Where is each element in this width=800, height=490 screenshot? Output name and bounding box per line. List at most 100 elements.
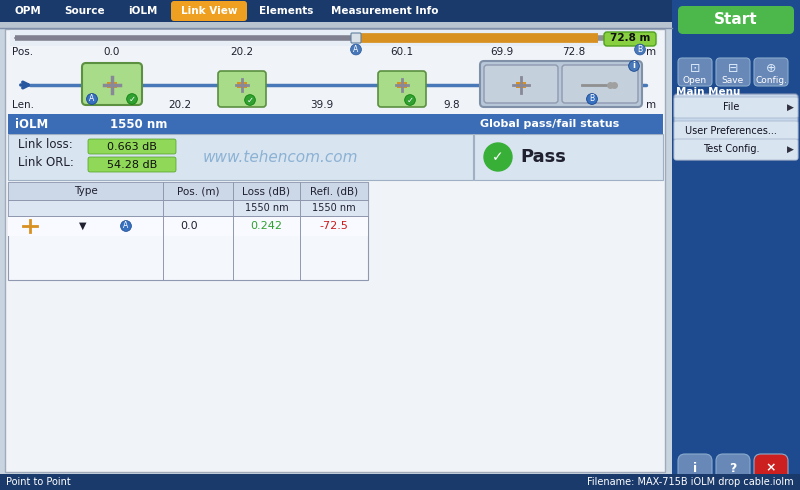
Text: Pass: Pass (520, 148, 566, 166)
FancyBboxPatch shape (678, 454, 712, 482)
FancyBboxPatch shape (484, 65, 558, 103)
Text: B: B (590, 95, 594, 103)
Bar (8, 182, 368, 280)
FancyBboxPatch shape (480, 61, 642, 107)
Text: Source: Source (65, 6, 106, 16)
Text: i: i (633, 62, 635, 71)
Bar (8, 114, 663, 134)
Text: m: m (646, 100, 656, 110)
Text: ?: ? (730, 462, 737, 474)
Text: A: A (90, 95, 94, 103)
FancyBboxPatch shape (674, 97, 798, 118)
Text: 0.0: 0.0 (180, 221, 198, 231)
FancyBboxPatch shape (674, 94, 798, 160)
Text: 72.8: 72.8 (562, 47, 586, 57)
FancyBboxPatch shape (88, 157, 176, 172)
FancyBboxPatch shape (604, 32, 656, 46)
Text: i: i (693, 462, 697, 474)
Text: Refl. (dB): Refl. (dB) (310, 186, 358, 196)
Text: Loss (dB): Loss (dB) (242, 186, 290, 196)
Text: Measurement Info: Measurement Info (331, 6, 438, 16)
Text: Pos. (m): Pos. (m) (177, 186, 219, 196)
Text: ✓: ✓ (406, 96, 414, 104)
Text: Test Config.: Test Config. (702, 145, 759, 154)
Text: iOLM: iOLM (15, 118, 48, 130)
Bar (0, 0, 672, 22)
Text: ✓: ✓ (129, 95, 135, 103)
Bar (0, 474, 800, 490)
FancyBboxPatch shape (82, 63, 142, 105)
Text: www.tehencom.com: www.tehencom.com (202, 150, 358, 166)
Text: 60.1: 60.1 (390, 47, 414, 57)
Circle shape (484, 143, 512, 171)
FancyBboxPatch shape (55, 1, 115, 21)
Text: ⊕: ⊕ (766, 63, 776, 75)
Text: Len.: Len. (12, 100, 34, 110)
FancyBboxPatch shape (562, 65, 638, 103)
FancyBboxPatch shape (674, 121, 798, 140)
FancyBboxPatch shape (88, 139, 176, 154)
Text: B: B (638, 45, 642, 54)
FancyBboxPatch shape (378, 71, 426, 107)
Bar (236, 81, 248, 89)
Bar (516, 82, 526, 88)
Text: ▶: ▶ (786, 103, 794, 112)
Bar (8, 200, 368, 216)
FancyBboxPatch shape (118, 1, 168, 21)
Text: Start: Start (714, 13, 758, 27)
Text: ⊡: ⊡ (690, 63, 700, 75)
Text: Open: Open (683, 76, 707, 85)
Bar (107, 82, 117, 88)
Text: 72.8 m: 72.8 m (610, 33, 650, 43)
Text: Save: Save (722, 76, 744, 85)
Text: Config.: Config. (755, 76, 787, 85)
Text: A: A (123, 221, 129, 230)
FancyBboxPatch shape (754, 58, 788, 86)
Text: OPM: OPM (14, 6, 42, 16)
Text: Link ORL:: Link ORL: (18, 156, 74, 170)
Text: ✓: ✓ (492, 150, 504, 164)
FancyBboxPatch shape (716, 454, 750, 482)
Text: 9.8: 9.8 (444, 100, 460, 110)
Bar (8, 182, 368, 200)
Text: m: m (646, 47, 656, 57)
Text: Filename: MAX-715B iOLM drop cable.iolm: Filename: MAX-715B iOLM drop cable.iolm (587, 477, 794, 487)
FancyBboxPatch shape (636, 33, 646, 43)
FancyBboxPatch shape (754, 454, 788, 482)
Bar (8, 216, 368, 236)
Bar (396, 81, 408, 89)
FancyBboxPatch shape (674, 139, 798, 160)
Bar (672, 0, 800, 490)
Text: 1550 nm: 1550 nm (245, 203, 288, 213)
Text: -72.5: -72.5 (319, 221, 349, 231)
Text: ×: × (766, 462, 776, 474)
Text: ▶: ▶ (786, 145, 794, 154)
FancyBboxPatch shape (678, 6, 794, 34)
Text: 39.9: 39.9 (310, 100, 334, 110)
FancyBboxPatch shape (351, 33, 361, 43)
FancyBboxPatch shape (171, 1, 247, 21)
Text: 69.9: 69.9 (490, 47, 514, 57)
FancyBboxPatch shape (4, 1, 52, 21)
Bar (237, 82, 247, 88)
Bar (5, 29, 665, 472)
Text: ✓: ✓ (246, 96, 254, 104)
Text: 0.0: 0.0 (104, 47, 120, 57)
Bar (8, 134, 473, 180)
Text: iOLM: iOLM (128, 6, 158, 16)
Bar (0, 22, 672, 28)
Text: Link loss:: Link loss: (18, 139, 73, 151)
Text: Main Menu: Main Menu (676, 87, 740, 97)
FancyBboxPatch shape (325, 1, 445, 21)
Text: Type: Type (74, 186, 98, 196)
Text: File: File (723, 102, 739, 113)
Text: ⊟: ⊟ (728, 63, 738, 75)
Text: 1550 nm: 1550 nm (312, 203, 356, 213)
Text: ▼: ▼ (79, 221, 86, 231)
Text: Point to Point: Point to Point (6, 477, 70, 487)
Text: 54.28 dB: 54.28 dB (107, 160, 157, 170)
Bar (397, 82, 407, 88)
FancyBboxPatch shape (716, 58, 750, 86)
Text: A: A (354, 45, 358, 54)
Text: 20.2: 20.2 (169, 100, 191, 110)
